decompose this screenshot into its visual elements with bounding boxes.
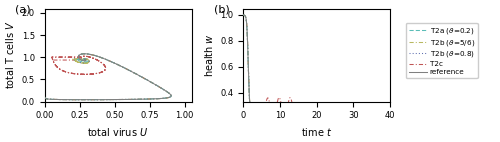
X-axis label: time $t$: time $t$ — [301, 126, 332, 138]
Text: (b): (b) — [214, 5, 230, 15]
Legend: T2a ($\vartheta$=0.2), T2b ($\vartheta$=5/6), T2b ($\vartheta$=0.8), T2c, refere: T2a ($\vartheta$=0.2), T2b ($\vartheta$=… — [406, 23, 478, 78]
Text: (a): (a) — [15, 5, 31, 15]
Y-axis label: health $w$: health $w$ — [202, 33, 214, 77]
Y-axis label: total T cells $V$: total T cells $V$ — [4, 21, 16, 89]
X-axis label: total virus $U$: total virus $U$ — [88, 126, 148, 138]
